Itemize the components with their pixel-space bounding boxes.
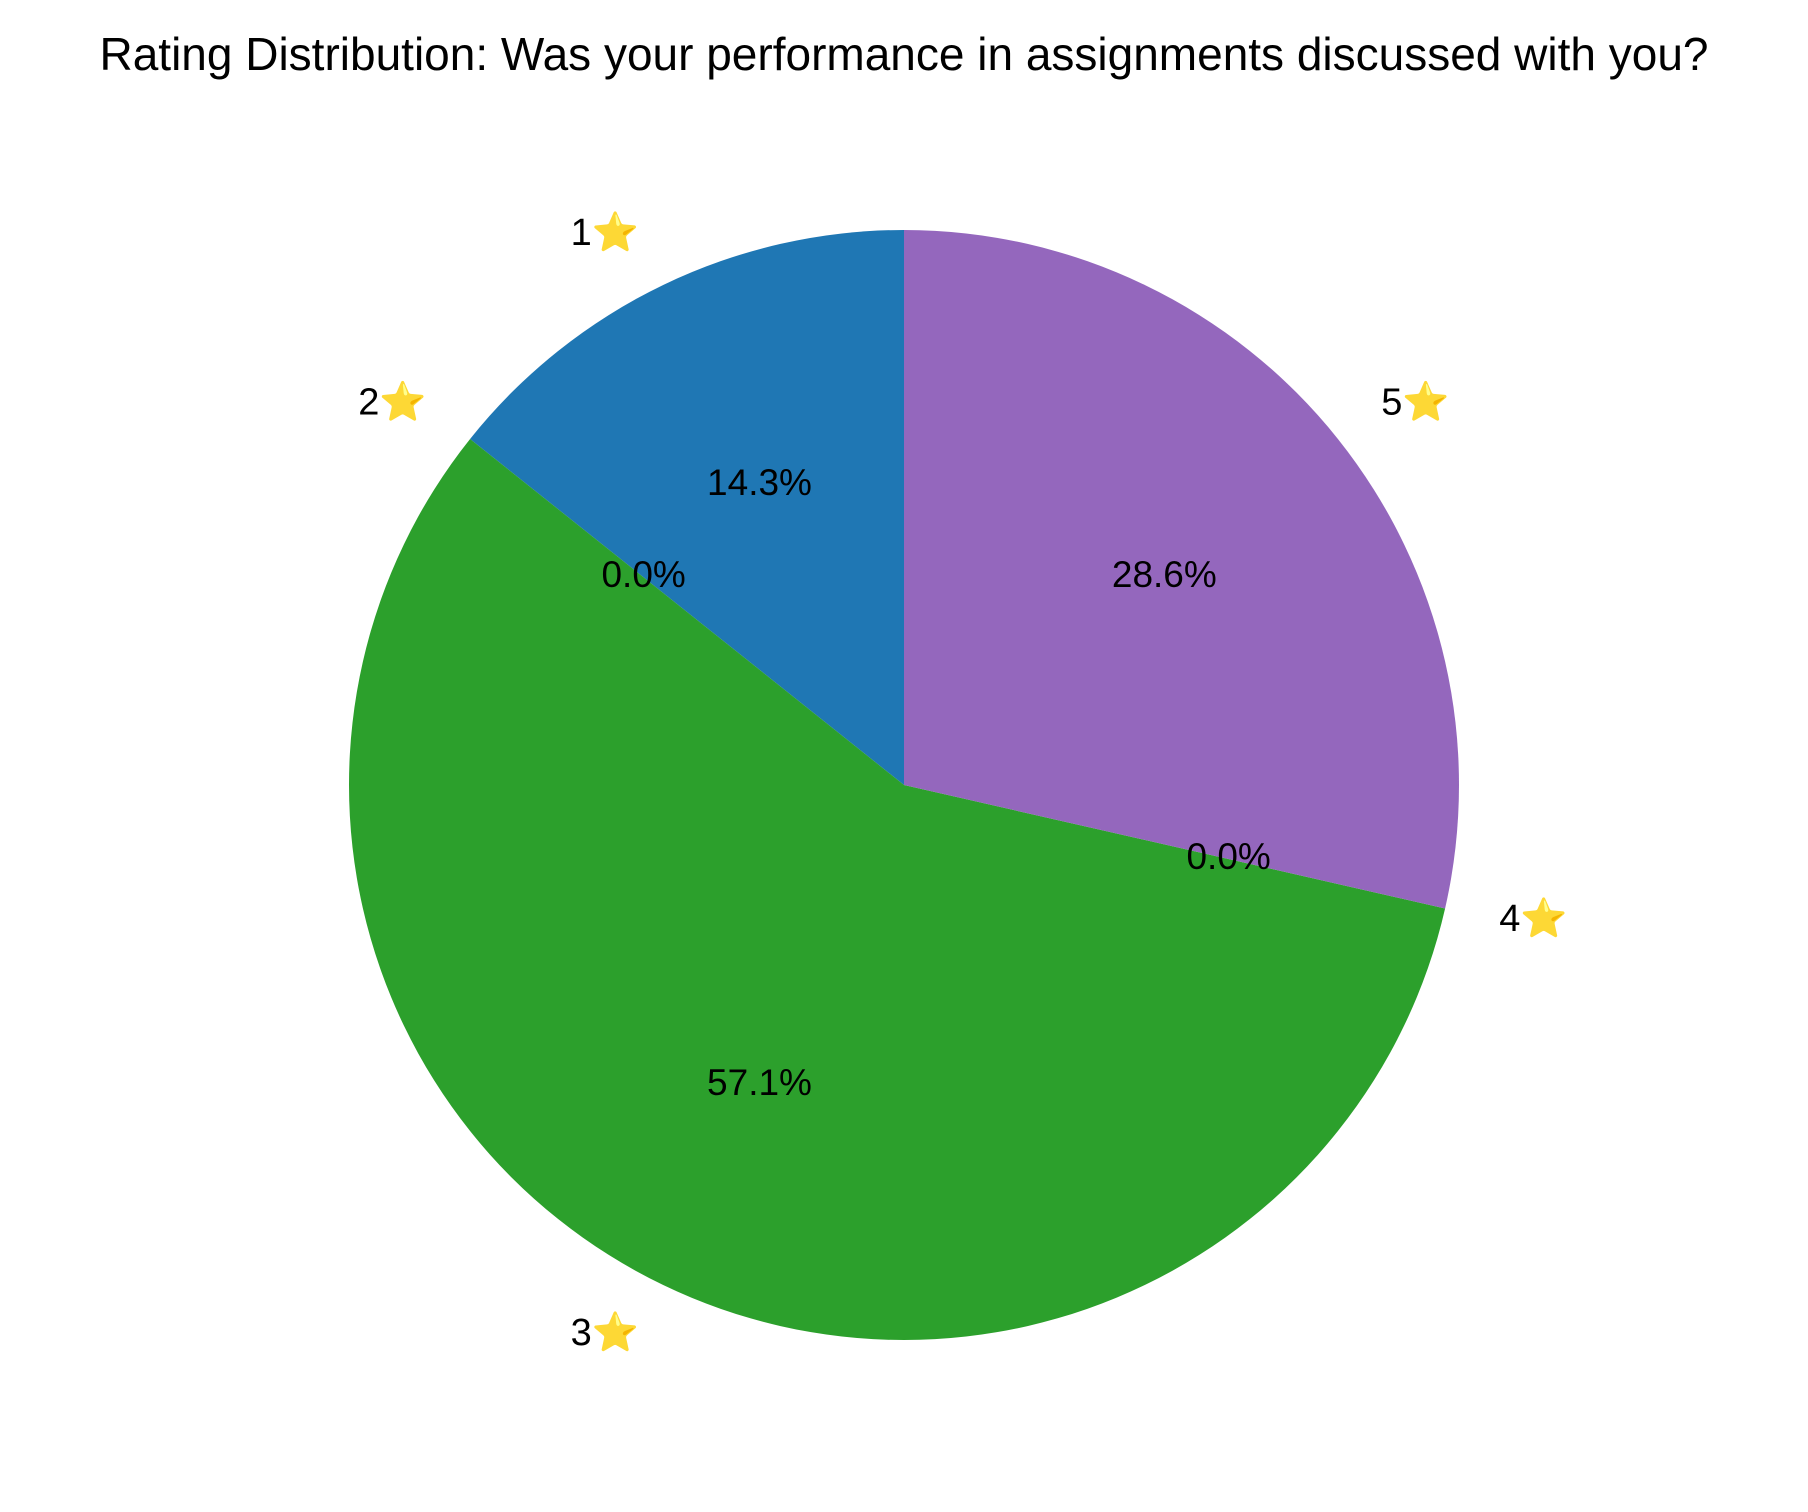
pie-slices [348,230,1459,1341]
slice-label-4: 4⭐ [1499,896,1567,940]
percent-label-3: 57.1% [707,1062,812,1103]
slice-label-5: 5⭐ [1381,379,1449,423]
slice-label-1: 1⭐ [571,210,639,254]
percent-label-5: 28.6% [1112,554,1217,595]
slice-label-3: 3⭐ [571,1310,639,1354]
pie-slice-3 [348,438,1446,1341]
pie-labels: 1⭐ 14.3% 2⭐ 0.0% 3⭐ 57.1% 4⭐ 0.0% 5⭐ 28.6% [358,210,1567,1354]
pie-slice-1 [470,230,904,785]
percent-label-2: 0.0% [601,554,685,595]
slice-label-2: 2⭐ [358,379,426,423]
pie-slice-5 [904,230,1459,909]
percent-label-4: 0.0% [1186,836,1270,877]
percent-label-1: 14.3% [707,462,812,503]
chart-title: Rating Distribution: Was your performanc… [99,28,1708,80]
